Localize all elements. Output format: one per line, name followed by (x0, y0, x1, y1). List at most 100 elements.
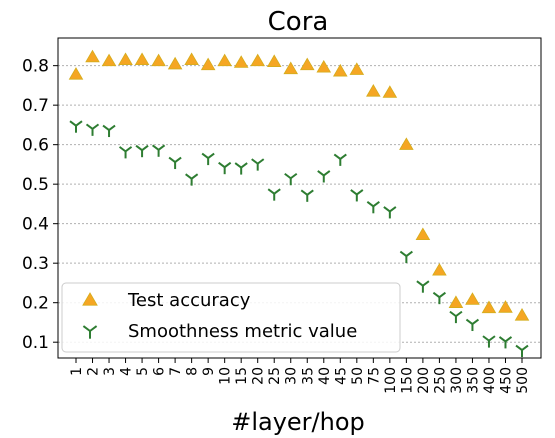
legend-label: Smoothness metric value (128, 321, 357, 342)
y-tick-label: 0.7 (22, 96, 49, 116)
y-tick-label: 0.4 (22, 215, 49, 235)
x-tick-label: 350 (465, 367, 481, 394)
y-tick-label: 0.1 (22, 333, 49, 353)
y-tick-label: 0.5 (22, 175, 49, 195)
x-tick-label: 1 (69, 367, 85, 376)
legend-marker-test-accuracy (82, 292, 98, 306)
x-tick-label: 20 (251, 367, 267, 385)
data-point (233, 55, 249, 68)
data-point (217, 53, 232, 67)
data-point (185, 173, 199, 186)
x-tick-label: 6 (152, 367, 168, 376)
x-tick-label: 35 (300, 367, 316, 385)
y-tick-label: 0.3 (22, 254, 49, 274)
legend-marker-smoothness (82, 325, 98, 339)
data-point (300, 189, 314, 202)
data-point (416, 280, 430, 293)
data-point (151, 144, 166, 157)
data-point (168, 156, 182, 170)
x-tick-label: 500 (515, 367, 531, 394)
data-point (432, 291, 447, 305)
data-point (514, 308, 530, 321)
data-point (366, 84, 381, 97)
x-tick-label: 3 (102, 367, 118, 376)
x-tick-label: 2 (86, 367, 102, 376)
data-point (333, 153, 347, 166)
x-tick-label: 25 (267, 367, 283, 385)
y-axis: 0.1 0.2 0.3 0.4 0.5 0.6 0.7 0.8 (22, 57, 58, 353)
x-tick-label: 9 (201, 367, 217, 376)
x-tick-label: 7 (168, 367, 184, 376)
data-point (383, 206, 397, 219)
legend-label: Test accuracy (127, 290, 251, 311)
x-tick-label: 45 (333, 367, 349, 385)
x-tick-label: 40 (317, 367, 333, 385)
data-point (85, 49, 100, 63)
data-point (449, 310, 463, 324)
series-smoothness-metric (69, 120, 529, 358)
data-point (448, 295, 464, 308)
x-tick-label: 100 (383, 367, 399, 394)
plot-area (68, 49, 530, 358)
data-point (284, 172, 298, 186)
x-tick-label: 5 (135, 367, 151, 376)
x-tick-label: 4 (119, 367, 135, 376)
data-point (415, 227, 431, 241)
data-point (200, 57, 216, 71)
data-point (251, 158, 265, 171)
y-tick-label: 0.2 (22, 294, 49, 314)
data-point (498, 300, 513, 313)
data-point (481, 300, 497, 314)
chart-title: Cora (268, 7, 329, 37)
y-tick-label: 0.6 (22, 136, 49, 156)
x-tick-label: 15 (234, 367, 250, 385)
data-point (68, 67, 84, 80)
data-point (350, 189, 364, 202)
data-point (250, 53, 265, 67)
data-point (151, 53, 166, 67)
data-point (465, 318, 480, 332)
data-point (498, 336, 513, 349)
x-axis: 1 2 3 4 5 6 7 8 9 10 15 20 25 30 35 40 45 50 75 100 150 200 25… (69, 358, 531, 394)
legend-box (61, 282, 401, 353)
data-point (515, 344, 529, 358)
data-point (266, 54, 282, 67)
data-point (366, 200, 380, 214)
x-tick-label: 75 (366, 367, 382, 385)
data-point (333, 63, 348, 77)
data-point (283, 61, 299, 75)
x-tick-label: 450 (498, 367, 514, 394)
x-tick-label: 8 (185, 367, 201, 376)
data-point (184, 52, 199, 65)
x-tick-label: 30 (284, 367, 300, 385)
data-point (399, 250, 413, 264)
data-point (118, 146, 133, 159)
data-point (101, 53, 117, 67)
data-point (118, 52, 133, 65)
data-point (316, 59, 332, 73)
x-tick-label: 250 (432, 367, 448, 394)
data-point (349, 62, 365, 75)
data-point (432, 263, 447, 276)
data-point (465, 292, 480, 305)
series-test-accuracy (68, 49, 530, 321)
data-point (167, 56, 183, 70)
x-tick-label: 10 (218, 367, 234, 385)
data-point (482, 335, 496, 348)
plot-frame (57, 37, 542, 359)
data-point (399, 137, 414, 150)
data-point (267, 188, 281, 201)
data-point (201, 152, 215, 166)
legend: Test accuracy Smoothness metric value (61, 282, 401, 353)
data-point (382, 85, 398, 98)
data-point (317, 170, 331, 183)
x-tick-label: 150 (399, 367, 415, 394)
x-tick-label: 200 (416, 367, 432, 394)
data-point (135, 144, 149, 158)
data-point (218, 161, 232, 175)
data-point (299, 57, 315, 71)
data-point (102, 124, 116, 138)
x-tick-label: 50 (350, 367, 366, 385)
x-axis-label: #layer/hop (231, 408, 365, 436)
